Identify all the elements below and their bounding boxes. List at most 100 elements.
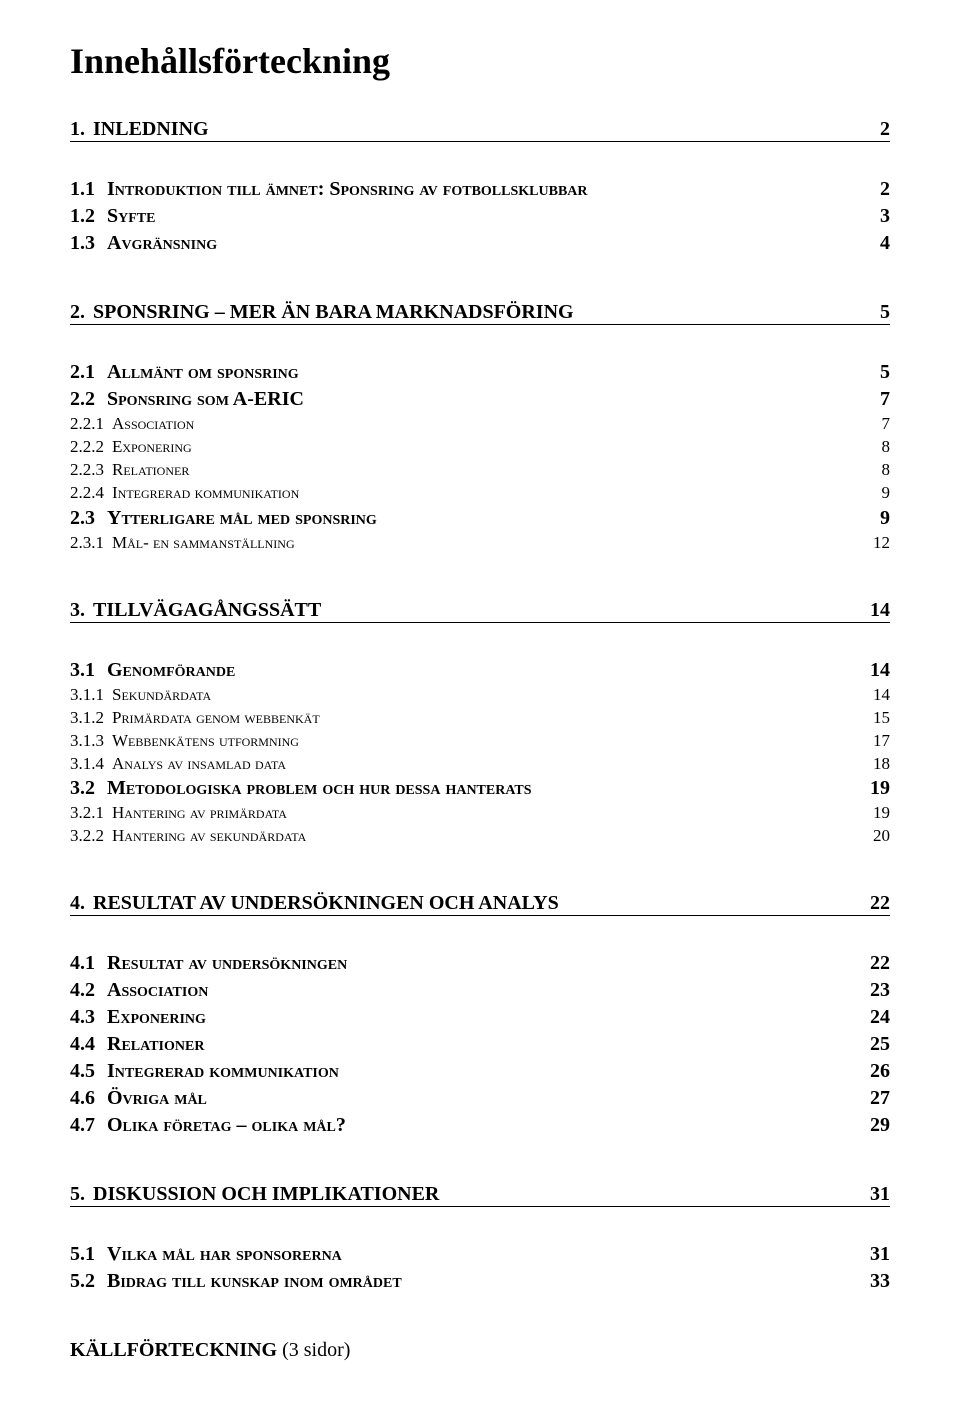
toc-entry: 4.7 Olika företag – olika mål? 29: [70, 1112, 890, 1139]
entry-label: Association: [112, 413, 872, 436]
entry-number: 2.2.4: [70, 482, 104, 505]
entry-page: 5: [880, 359, 890, 386]
toc-subentry: 2.2.4 Integrerad kommunikation 9: [70, 482, 890, 505]
toc-page: Innehållsförteckning 1. INLEDNING 2 1.1 …: [0, 0, 960, 1402]
entry-number: 3.1.2: [70, 707, 104, 730]
toc-subentry: 2.2.3 Relationer 8: [70, 459, 890, 482]
section-page: 5: [880, 301, 890, 324]
toc-entry: 4.6 Övriga mål 27: [70, 1085, 890, 1112]
toc-subentry: 3.1.3 Webbenkätens utformning 17: [70, 730, 890, 753]
entry-page: 4: [880, 230, 890, 257]
entry-number: 4.4: [70, 1031, 95, 1058]
entry-page: 25: [870, 1031, 890, 1058]
entry-page: 14: [870, 657, 890, 684]
entry-number: 3.2: [70, 775, 95, 802]
entry-page: 17: [873, 730, 890, 753]
entry-number: 4.6: [70, 1085, 95, 1112]
toc-subentry: 2.2.1 Association 7: [70, 413, 890, 436]
entry-page: 7: [880, 386, 890, 413]
footer-paren: (3 sidor): [277, 1339, 350, 1361]
section-heading: 4. RESULTAT AV UNDERSÖKNINGEN OCH ANALYS…: [70, 892, 890, 916]
spacer: [70, 924, 890, 950]
entry-label: Sekundärdata: [112, 684, 863, 707]
entry-label: Olika företag – olika mål?: [107, 1112, 860, 1139]
section-heading: 5. DISKUSSION OCH IMPLIKATIONER 31: [70, 1183, 890, 1207]
entry-number: 5.2: [70, 1268, 95, 1295]
entry-label: Exponering: [112, 436, 872, 459]
section-page: 31: [870, 1183, 890, 1206]
entry-page: 9: [882, 482, 891, 505]
entry-page: 8: [882, 459, 891, 482]
toc-subentry: 3.2.1 Hantering av primärdata 19: [70, 802, 890, 825]
section-label: DISKUSSION OCH IMPLIKATIONER: [93, 1183, 860, 1206]
entry-number: 4.7: [70, 1112, 95, 1139]
toc-entry: 4.2 Association 23: [70, 977, 890, 1004]
entry-page: 14: [873, 684, 890, 707]
toc-subentry: 3.1.4 Analys av insamlad data 18: [70, 753, 890, 776]
section-label: SPONSRING – MER ÄN BARA MARKNADSFÖRING: [93, 301, 870, 324]
section-label: RESULTAT AV UNDERSÖKNINGEN OCH ANALYS: [93, 892, 860, 915]
section-page: 14: [870, 599, 890, 622]
entry-page: 7: [882, 413, 891, 436]
entry-number: 3.1.4: [70, 753, 104, 776]
toc-entry: 1.3 Avgränsning 4: [70, 230, 890, 257]
entry-number: 1.3: [70, 230, 95, 257]
entry-number: 1.1: [70, 176, 95, 203]
section-label: INLEDNING: [93, 118, 870, 141]
spacer: [70, 257, 890, 283]
entry-number: 4.3: [70, 1004, 95, 1031]
spacer: [70, 631, 890, 657]
entry-number: 4.5: [70, 1058, 95, 1085]
entry-label: Hantering av primärdata: [112, 802, 863, 825]
entry-page: 9: [880, 505, 890, 532]
toc-subentry: 3.1.2 Primärdata genom webbenkät 15: [70, 707, 890, 730]
entry-label: Ytterligare mål med sponsring: [107, 505, 870, 532]
entry-label: Allmänt om sponsring: [107, 359, 870, 386]
entry-label: Metodologiska problem och hur dessa hant…: [107, 775, 860, 802]
entry-number: 2.3.1: [70, 532, 104, 555]
section-heading: 2. SPONSRING – MER ÄN BARA MARKNADSFÖRIN…: [70, 301, 890, 325]
footer-bold: KÄLLFÖRTECKNING: [70, 1339, 277, 1361]
entry-label: Genomförande: [107, 657, 860, 684]
entry-number: 2.2.3: [70, 459, 104, 482]
entry-page: 20: [873, 825, 890, 848]
spacer: [70, 1215, 890, 1241]
entry-number: 3.1.3: [70, 730, 104, 753]
entry-label: Introduktion till ämnet: Sponsring av fo…: [107, 176, 870, 203]
section-page: 22: [870, 892, 890, 915]
spacer: [70, 150, 890, 176]
page-title: Innehållsförteckning: [70, 40, 890, 82]
entry-page: 12: [873, 532, 890, 555]
entry-page: 27: [870, 1085, 890, 1112]
toc-entry: 3.1 Genomförande 14: [70, 657, 890, 684]
entry-number: 3.1: [70, 657, 95, 684]
section-number: 4.: [70, 892, 85, 915]
spacer: [70, 333, 890, 359]
entry-number: 4.1: [70, 950, 95, 977]
entry-label: Primärdata genom webbenkät: [112, 707, 863, 730]
entry-label: Association: [107, 977, 860, 1004]
entry-label: Integrerad kommunikation: [107, 1058, 860, 1085]
entry-label: Webbenkätens utformning: [112, 730, 863, 753]
toc-entry: 1.2 Syfte 3: [70, 203, 890, 230]
entry-number: 2.1: [70, 359, 95, 386]
toc-entry: 2.2 Sponsring som A-ERIC 7: [70, 386, 890, 413]
entry-label: Mål- en sammanställning: [112, 532, 863, 555]
entry-page: 31: [870, 1241, 890, 1268]
section-number: 5.: [70, 1183, 85, 1206]
entry-label: Resultat av undersökningen: [107, 950, 860, 977]
entry-label: Relationer: [112, 459, 872, 482]
entry-label: Analys av insamlad data: [112, 753, 863, 776]
entry-page: 26: [870, 1058, 890, 1085]
toc-entry: 3.2 Metodologiska problem och hur dessa …: [70, 775, 890, 802]
spacer: [70, 1139, 890, 1165]
entry-label: Sponsring som A-ERIC: [107, 386, 870, 413]
section-number: 2.: [70, 301, 85, 324]
entry-page: 22: [870, 950, 890, 977]
toc-entry: 1.1 Introduktion till ämnet: Sponsring a…: [70, 176, 890, 203]
entry-page: 24: [870, 1004, 890, 1031]
entry-label: Syfte: [107, 203, 870, 230]
toc-entry: 2.3 Ytterligare mål med sponsring 9: [70, 505, 890, 532]
toc-entry: 2.1 Allmänt om sponsring 5: [70, 359, 890, 386]
entry-number: 4.2: [70, 977, 95, 1004]
